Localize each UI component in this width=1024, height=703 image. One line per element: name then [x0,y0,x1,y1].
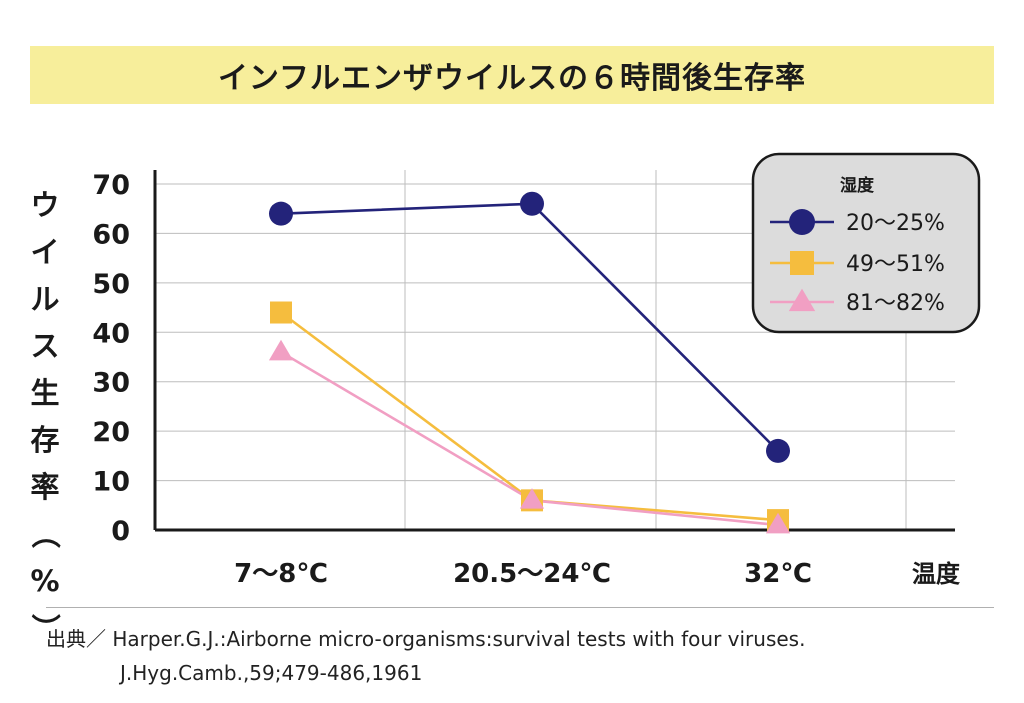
source-line2: J.Hyg.Camb.,59;479-486,1961 [120,661,423,685]
source-citation: 出典／ Harper.G.J.:Airborne micro-organisms… [46,622,805,690]
y-tick-label: 20 [92,417,130,448]
y-axis-label-char: % [30,564,59,598]
y-axis-label-char: 率 [30,470,59,504]
y-tick-label: 10 [92,467,130,498]
y-axis-label-char: 存 [30,423,59,457]
y-tick-label: 70 [92,170,130,201]
x-tick-label: 7〜8℃ [234,559,328,589]
y-axis-label-char: ウ [30,188,59,222]
legend-box [751,152,981,334]
legend-title: 湿度 [840,175,875,196]
legend: 湿度 20〜25% 49〜51% 81〜82% [751,152,981,334]
y-tick-label: 50 [92,269,130,300]
x-tick-labels: 7〜8℃ 20.5〜24℃ 32℃ [234,559,812,589]
chart-title: インフルエンザウイルスの６時間後生存率 [217,61,807,96]
legend-marker [790,251,814,275]
y-tick-label: 60 [92,219,130,250]
source-divider [46,607,994,608]
legend-marker [788,288,816,312]
series-layer [268,191,791,534]
legend-marker [789,209,815,235]
x-tick-label: 20.5〜24℃ [453,559,611,589]
title-band: インフルエンザウイルスの６時間後生存率 [30,46,994,104]
series-line [280,202,779,452]
y-axis-label-char: 生 [30,376,59,410]
source-line1: Harper.G.J.:Airborne micro-organisms:sur… [112,627,806,651]
data-point [519,488,545,509]
y-tick-label: 40 [92,318,130,349]
legend-label: 49〜51% [846,252,945,277]
legend-label: 20〜25% [846,211,945,236]
data-point [268,339,294,361]
x-axis-label: 温度 [912,560,961,588]
data-point [520,191,544,216]
data-point [270,301,292,324]
y-axis-label-char: ル [30,282,59,316]
y-axis-label-char: ス [30,329,59,363]
y-tick-label: 0 [111,516,130,547]
y-tick-labels: 0 10 20 30 40 50 60 70 [92,170,130,547]
data-point [269,201,293,226]
x-tick-label: 32℃ [744,559,812,589]
legend-label: 81〜82% [846,291,945,316]
y-tick-label: 30 [92,368,130,399]
data-point [765,512,791,534]
data-point [766,438,790,463]
y-axis-label-char: イ [30,235,59,269]
series-line [280,311,779,522]
y-axis-label-char: ） [28,613,62,642]
source-label: 出典／ [46,627,106,651]
axes [153,170,955,532]
y-axis-label-char: （ [28,519,62,548]
